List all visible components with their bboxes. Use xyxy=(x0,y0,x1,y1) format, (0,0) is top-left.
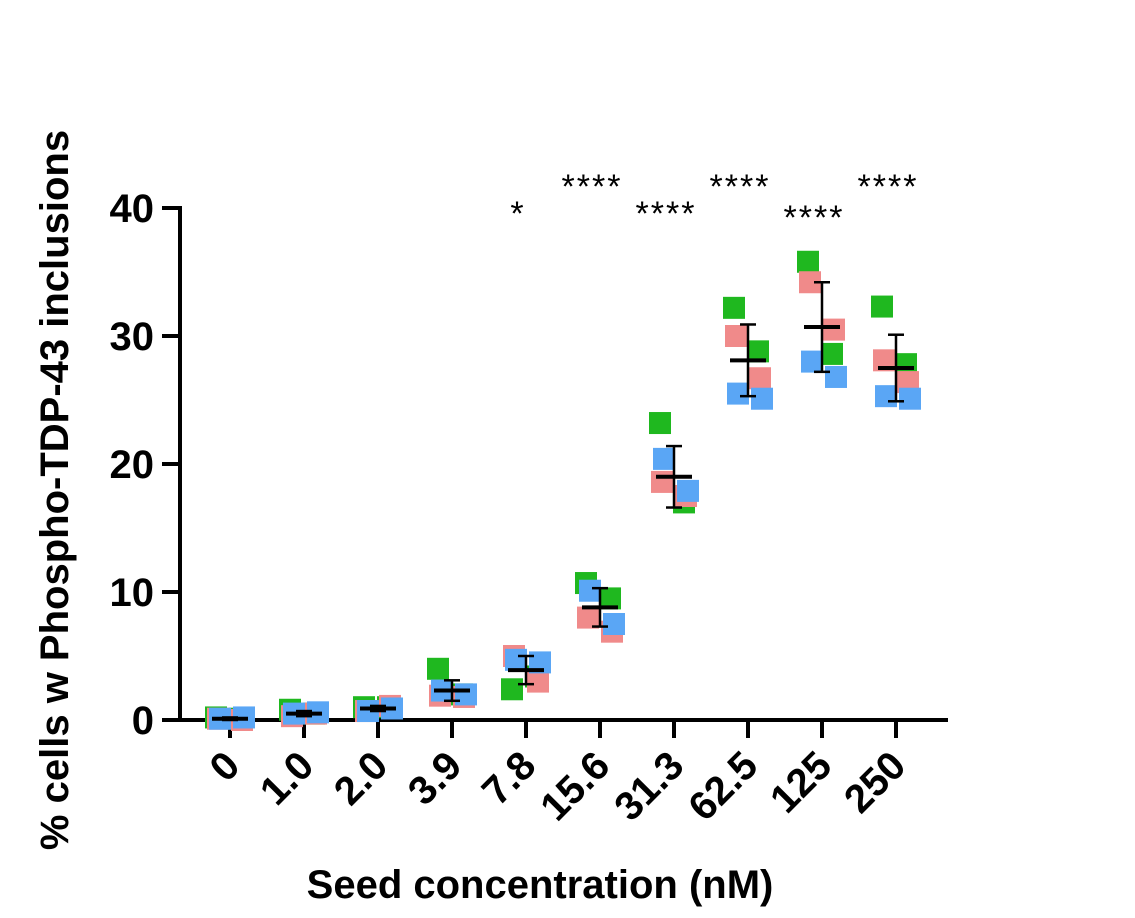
data-point xyxy=(725,325,747,347)
significance-label: **** xyxy=(636,195,697,233)
x-tick-label: 250 xyxy=(836,743,914,821)
data-point xyxy=(897,371,919,394)
y-tick-label: 40 xyxy=(110,187,155,231)
significance-label: **** xyxy=(710,168,771,206)
data-point xyxy=(529,651,551,674)
data-point xyxy=(871,295,893,318)
x-tick-label: 1.0 xyxy=(252,743,322,813)
data-point xyxy=(651,470,673,493)
y-axis-title: % cells w Phospho-TDP-43 inclusions xyxy=(33,130,77,850)
x-tick-label: 7.8 xyxy=(474,743,544,813)
data-point xyxy=(649,412,671,435)
x-tick-label: 0 xyxy=(202,743,249,790)
data-point xyxy=(527,670,549,693)
data-layer xyxy=(205,250,921,731)
data-point xyxy=(875,385,897,408)
data-point xyxy=(577,606,599,629)
data-point xyxy=(825,365,847,388)
y-tick-label: 20 xyxy=(110,443,155,487)
data-point xyxy=(455,683,477,706)
significance-label: **** xyxy=(562,168,623,206)
data-point xyxy=(505,648,527,671)
data-point xyxy=(873,349,895,372)
data-point xyxy=(801,350,823,373)
significance-label: **** xyxy=(784,199,845,237)
data-point xyxy=(603,613,625,635)
y-tick-label: 0 xyxy=(132,699,154,743)
data-point xyxy=(751,387,773,410)
data-point xyxy=(797,250,819,273)
data-point xyxy=(579,579,601,602)
data-point xyxy=(747,340,769,363)
x-tick-label: 31.3 xyxy=(606,743,692,829)
axes-layer xyxy=(162,206,948,738)
data-point xyxy=(727,382,749,405)
data-point xyxy=(653,447,675,470)
significance-label: **** xyxy=(858,168,919,206)
data-point xyxy=(899,387,921,410)
x-tick-label: 15.6 xyxy=(532,743,618,829)
data-point xyxy=(427,657,449,680)
data-point xyxy=(599,587,621,610)
x-axis-title: Seed concentration (nM) xyxy=(307,863,774,907)
significance-label: * xyxy=(510,195,525,233)
x-tick-label: 62.5 xyxy=(680,743,766,829)
data-point xyxy=(823,318,845,341)
data-point xyxy=(799,271,821,294)
data-point xyxy=(821,342,843,365)
data-point xyxy=(677,479,699,502)
y-tick-label: 10 xyxy=(110,571,155,615)
x-tick-label: 125 xyxy=(762,743,840,821)
stats-layer xyxy=(212,280,914,722)
data-point xyxy=(723,296,745,319)
data-point xyxy=(749,367,771,390)
y-tick-label: 30 xyxy=(110,315,155,359)
data-point xyxy=(501,678,523,701)
x-tick-label: 2.0 xyxy=(326,743,396,813)
x-tick-label: 3.9 xyxy=(400,743,470,813)
